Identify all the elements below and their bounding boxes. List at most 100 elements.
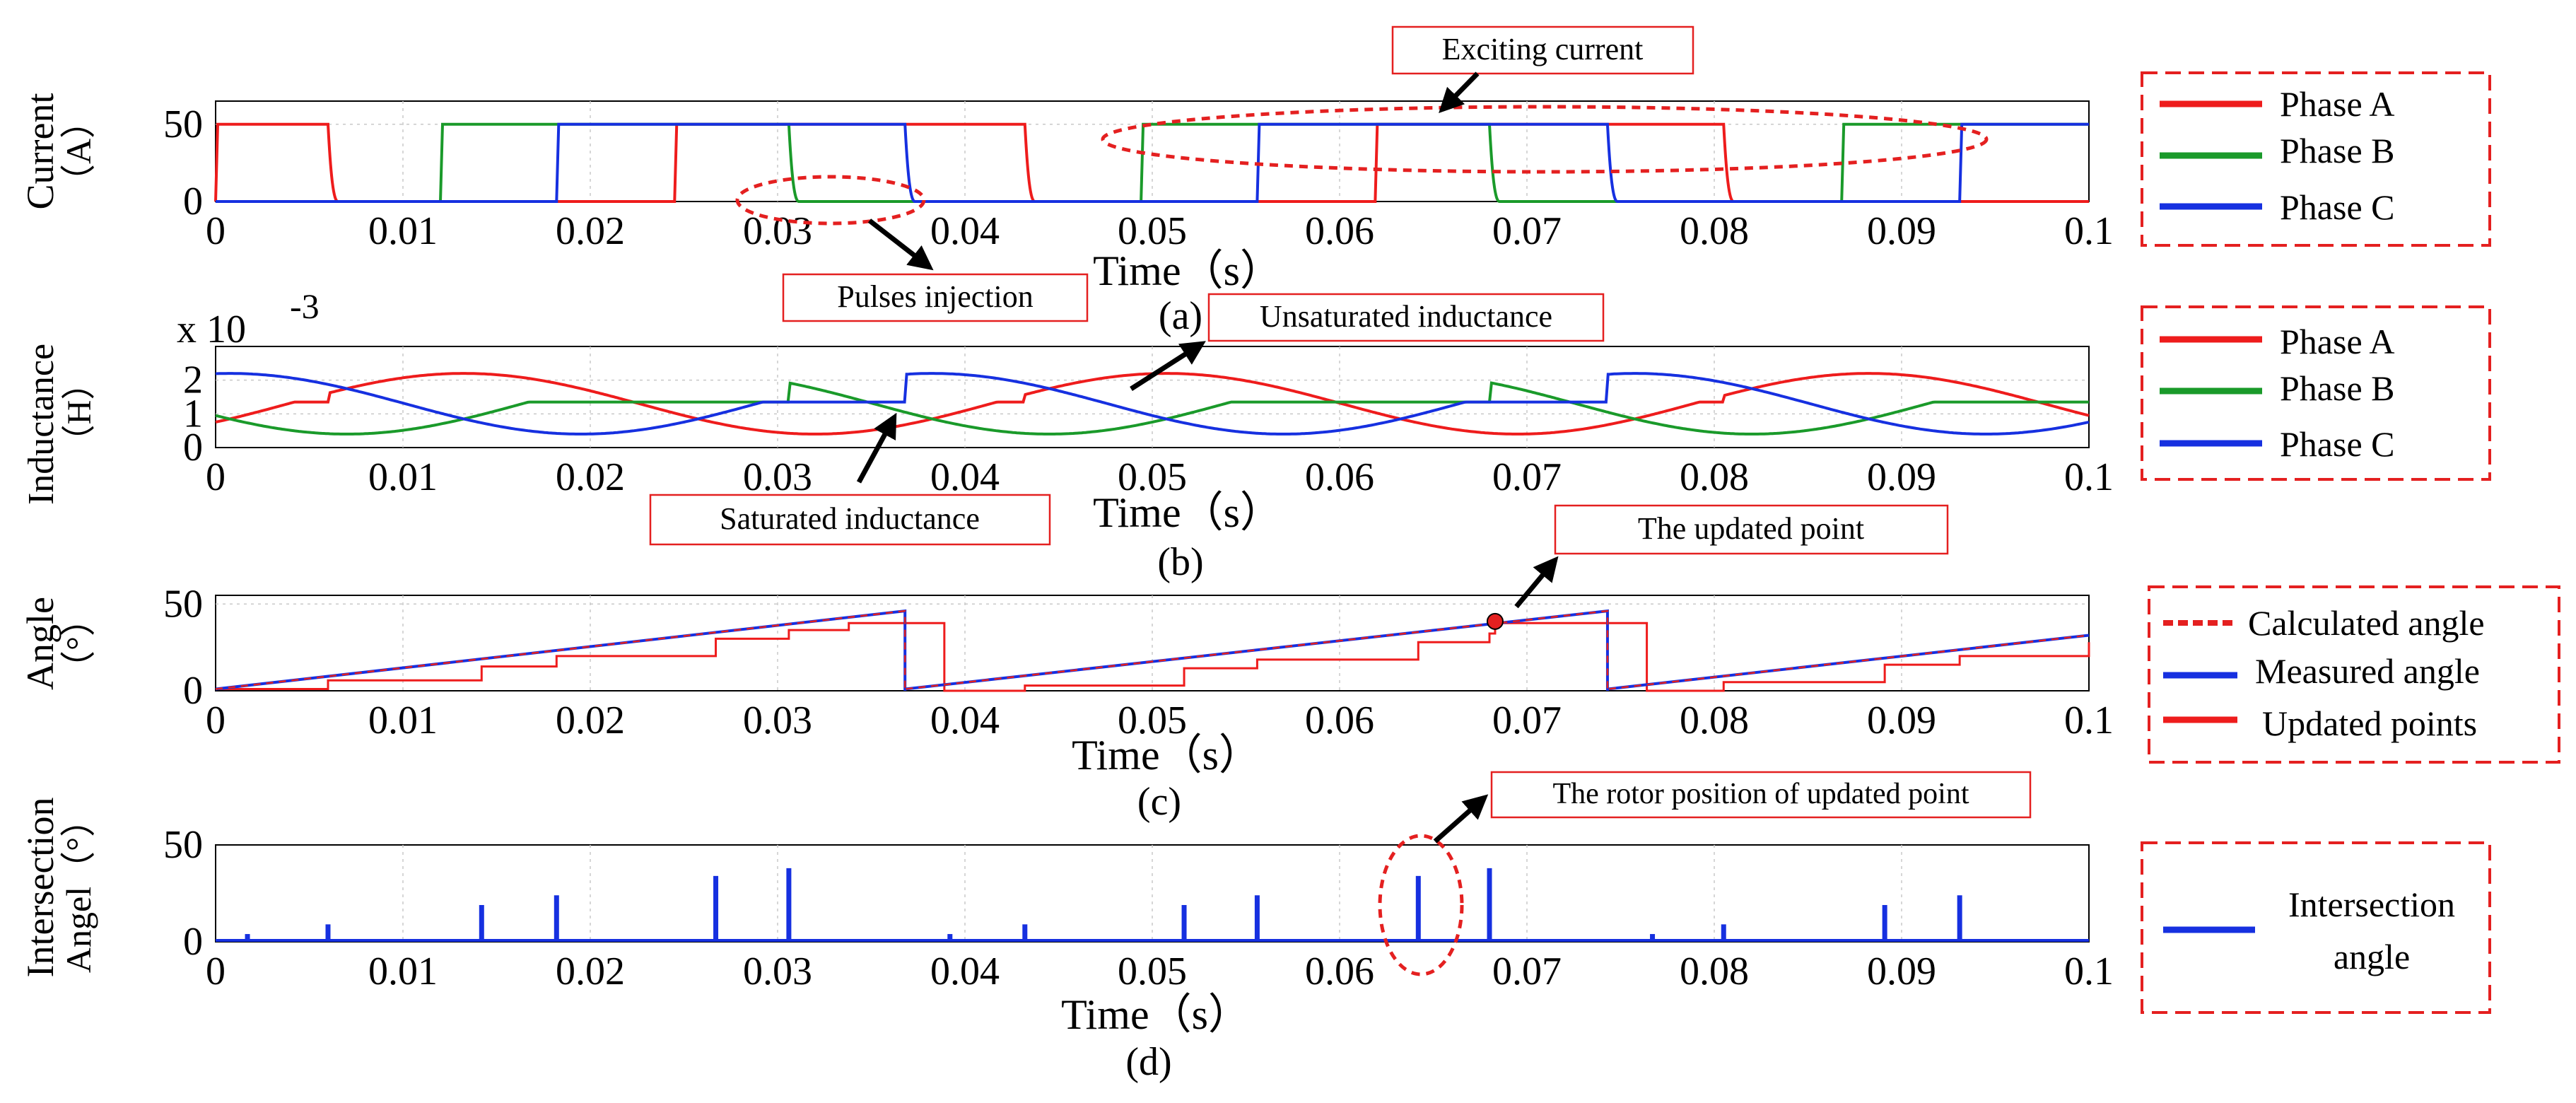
panel-b-caption: (b)	[1157, 540, 1203, 584]
xtick-label: 0.1	[2064, 699, 2114, 742]
panel-b: 012 0 0.01 0.02 0.03 0.04 0.05 0.06 0.07 0.08 0.0…	[21, 286, 2491, 584]
xtick-label: 0	[206, 950, 226, 993]
panel-a: 0 50 0 0.01 0.02 0.03 0.04 0.05 0.06 0.07 0.08 0.0…	[19, 25, 2491, 338]
panel-d-grid	[402, 845, 1902, 942]
panel-b-xtick-labels: 0 0.01 0.02 0.03 0.04 0.05 0.06 0.07 0.08 0.09 0.1	[206, 455, 2114, 499]
panel-a-caption: (a)	[1159, 294, 1202, 338]
xtick-label: 0.09	[1867, 950, 1936, 993]
xtick-label: 0	[206, 455, 226, 499]
panel-a-ytick-labels: 0 50	[163, 103, 203, 223]
xtick-label: 0	[206, 699, 226, 742]
panel-c-xtick-labels: 0 0.01 0.02 0.03 0.04 0.05 0.06 0.07 0.08 0.09 0.1	[206, 699, 2114, 742]
rotor-position-label: The rotor position of updated point	[1552, 778, 1969, 810]
xtick-label: 0.07	[1492, 950, 1562, 993]
ytick-label: 2	[183, 358, 203, 402]
exciting-current-arrow	[1439, 71, 1480, 113]
xtick-label: 0.08	[1680, 699, 1749, 742]
xtick-label: 0.05	[1118, 950, 1187, 993]
series-line-phase-b	[216, 122, 2089, 203]
ytick-label: 0	[183, 920, 203, 964]
unsaturated-arrow	[1130, 341, 1206, 391]
xtick-label: 0.09	[1867, 209, 1936, 253]
xtick-label: 0.05	[1118, 455, 1187, 499]
panel-a-xlabel: Time（s）	[1093, 247, 1282, 294]
exciting-current-label: Exciting current	[1442, 32, 1644, 66]
xtick-label: 0.06	[1305, 209, 1374, 253]
panel-c-grid	[216, 595, 2089, 691]
xtick-label: 0.03	[743, 209, 812, 253]
rotor-position-box	[1490, 771, 2032, 819]
series-measured-angle	[215, 609, 2090, 691]
pulses-injection-arrow	[867, 218, 934, 271]
legend-c-updated-label: Updated points	[2262, 704, 2477, 743]
ytick-label: 1	[183, 392, 203, 436]
xtick-label: 0.02	[556, 950, 625, 993]
xtick-label: 0.1	[2064, 455, 2114, 499]
panel-c-xlabel: Time（s）	[1072, 732, 1261, 778]
panel-b-grid	[216, 346, 2089, 448]
unsaturated-box	[1207, 293, 1605, 342]
series-line-phase-a	[214, 122, 2089, 203]
xtick-label: 0.08	[1680, 950, 1749, 993]
xtick-label: 0.07	[1492, 455, 1562, 499]
series-line-phase-c	[215, 372, 2090, 436]
exciting-current-box	[1391, 25, 1694, 75]
ytick-label: 50	[163, 582, 203, 626]
xtick-label: 0.03	[743, 455, 812, 499]
xtick-label: 0.03	[743, 950, 812, 993]
xtick-label: 0.06	[1305, 699, 1374, 742]
xtick-label: 0.1	[2064, 950, 2114, 993]
panel-d-ylabel-2: Angel（°）	[59, 802, 98, 973]
xtick-label: 0.1	[2064, 209, 2114, 253]
xtick-label: 0.01	[368, 209, 438, 253]
pulses-injection-label: Pulses injection	[837, 279, 1033, 314]
panel-d-xlabel: Time（s）	[1061, 991, 1251, 1038]
panel-c-legend-box	[2148, 585, 2560, 764]
panel-b-ylabel-2: （H）	[61, 366, 98, 459]
panel-a-xtick-labels: 0 0.01 0.02 0.03 0.04 0.05 0.06 0.07 0.08 0.09 0.1	[206, 209, 2114, 253]
unsaturated-label: Unsaturated inductance	[1260, 299, 1552, 334]
series-updated-points	[216, 621, 2090, 692]
xtick-label: 0.01	[368, 455, 438, 499]
legend-b-phase-a-label: Phase A	[2280, 322, 2395, 361]
panel-b-xlabel: Time（s）	[1093, 489, 1282, 536]
legend-b-phase-b-label: Phase B	[2280, 368, 2395, 408]
panel-b-ytick-labels: 012	[183, 358, 203, 469]
panel-a-ylabel-2: （A）	[59, 103, 98, 199]
panel-b-exponent-label: x 10	[177, 308, 246, 351]
xtick-label: 0.07	[1492, 699, 1562, 742]
legend-a-phase-a-label: Phase A	[2280, 84, 2395, 124]
rotor-position-ellipse	[1378, 834, 1464, 976]
panel-c: 0 50 0 0.01 0.02 0.03 0.04 0.05 0.06 0.07 0.08 0.0…	[19, 504, 2560, 824]
updated-point-box	[1554, 504, 1949, 555]
xtick-label: 0	[206, 209, 226, 253]
xtick-label: 0.04	[930, 950, 1000, 993]
legend-c-calculated-label: Calculated angle	[2248, 603, 2485, 643]
xtick-label: 0.02	[556, 455, 625, 499]
updated-point-arrow	[1514, 556, 1559, 609]
xtick-label: 0.06	[1305, 455, 1374, 499]
xtick-label: 0.07	[1492, 209, 1562, 253]
panel-b-ylabel-1: Inductance	[21, 344, 62, 505]
ytick-label: 0	[183, 669, 203, 713]
legend-d-intersection-label-2: angle	[2334, 937, 2410, 976]
exciting-current-ellipse	[1101, 105, 1989, 174]
legend-b-phase-c-label: Phase C	[2280, 424, 2395, 464]
rotor-position-arrow	[1433, 794, 1489, 844]
saturated-label: Saturated inductance	[720, 501, 980, 536]
panel-a-ylabel-1: Current	[19, 93, 62, 210]
pulses-injection-box	[782, 273, 1089, 322]
series-line-phase-b	[215, 381, 2089, 436]
saturated-arrow	[856, 412, 897, 484]
pulses-injection-ellipse	[735, 175, 926, 226]
xtick-label: 0.05	[1118, 209, 1187, 253]
panel-c-ylabel-2: （°）	[59, 601, 98, 686]
saturated-box	[649, 494, 1051, 546]
xtick-label: 0.01	[368, 950, 438, 993]
legend-c-measured-label: Measured angle	[2255, 651, 2480, 691]
xtick-label: 0.08	[1680, 209, 1749, 253]
xtick-label: 0.04	[930, 209, 1000, 253]
panel-d-caption: (d)	[1125, 1040, 1171, 1084]
panel-c-ytick-labels: 0 50	[163, 582, 203, 713]
